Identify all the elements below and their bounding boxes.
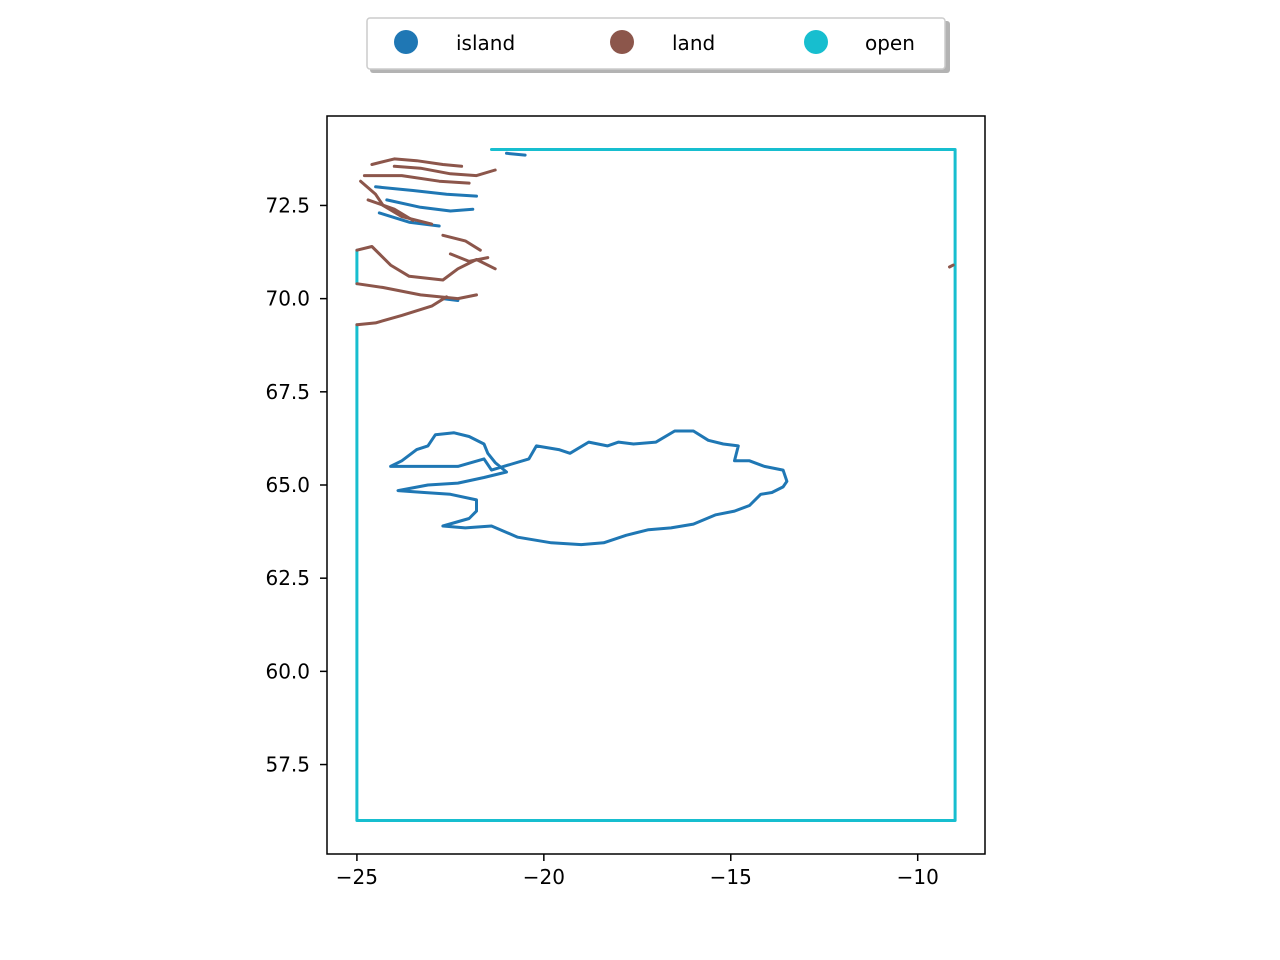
y-tick-label: 70.0 [265, 287, 310, 311]
legend-marker-island [394, 30, 418, 54]
land-path-1 [392, 164, 497, 178]
land-path-8 [355, 282, 478, 301]
x-tick-label: −10 [897, 865, 939, 889]
x-axis: −25 −20 −15 −10 [336, 854, 939, 889]
legend-frame [366, 17, 946, 70]
land-path-5 [441, 233, 482, 252]
island-path-1 [374, 185, 478, 198]
island-path-0 [389, 429, 789, 547]
legend-label: island [456, 31, 515, 55]
legend: island land open [366, 17, 950, 73]
land-path-0 [370, 157, 464, 168]
legend-label: land [672, 31, 715, 55]
legend-marker-open [804, 30, 828, 54]
y-tick-label: 65.0 [265, 473, 310, 497]
series-open [355, 148, 957, 822]
y-tick-label: 57.5 [265, 753, 310, 777]
island-path-5 [505, 151, 527, 157]
legend-marker-land [610, 30, 634, 54]
y-tick-label: 72.5 [265, 193, 310, 217]
x-tick-label: −15 [710, 865, 752, 889]
legend-item-open: open [804, 30, 915, 55]
land-path-4 [366, 198, 415, 222]
series-land [355, 157, 955, 327]
plot-area: −25 −20 −15 −10 57.5 60.0 62.5 65.0 67.5 70.0 72.… [265, 115, 986, 889]
legend-item-island: island [394, 30, 515, 55]
legend-label: open [865, 31, 915, 55]
island-path-2 [385, 198, 475, 213]
land-path-10 [948, 263, 955, 269]
y-tick-label: 67.5 [265, 380, 310, 404]
x-tick-label: −25 [336, 865, 378, 889]
land-path-7 [448, 252, 490, 263]
legend-item-land: land [610, 30, 715, 55]
open-path-0 [355, 148, 957, 822]
y-tick-label: 62.5 [265, 566, 310, 590]
y-tick-label: 60.0 [265, 659, 310, 683]
land-path-9 [355, 295, 449, 327]
x-tick-label: −20 [523, 865, 565, 889]
land-path-2 [362, 174, 471, 185]
y-axis: 57.5 60.0 62.5 65.0 67.5 70.0 72.5 [265, 193, 327, 777]
